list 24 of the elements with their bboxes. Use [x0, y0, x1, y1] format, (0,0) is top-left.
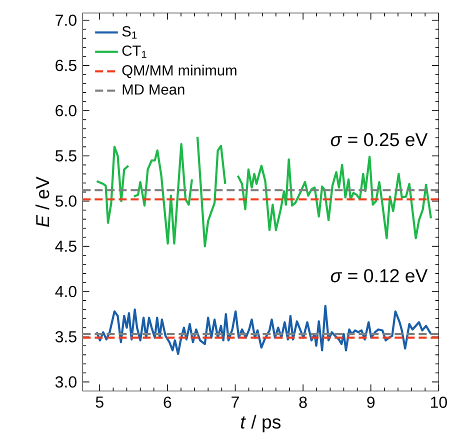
line-series	[96, 304, 432, 355]
y-tick-label: 5.5	[55, 150, 76, 162]
y-tick-label: 5.0	[55, 195, 76, 207]
legend-label: CT$_{1}$	[122, 45, 146, 58]
y-tick-label: 6.5	[56, 60, 76, 72]
legend-label: S$_{1}$	[122, 26, 137, 39]
annotation: σ = 0.25 eV	[330, 133, 428, 146]
x-tick-label: 6	[164, 396, 172, 408]
y-tick-label: 6.0	[56, 105, 76, 116]
y-tick-label: 7.0	[56, 14, 76, 26]
y-axis-title: E / eV	[36, 176, 50, 227]
y-tick-label: 4.0	[55, 286, 76, 298]
x-tick-label: 9	[367, 396, 375, 408]
x-tick-label: 10	[430, 396, 447, 408]
x-tick-label: 5	[96, 396, 104, 408]
y-tick-label: 4.5	[55, 240, 76, 252]
annotation: σ = 0.12 eV	[330, 269, 428, 282]
x-tick-label: 8	[299, 396, 307, 408]
x-tick-label: 7	[232, 396, 239, 408]
x-axis-title: t / ps	[240, 414, 281, 432]
y-tick-label: 3.0	[55, 376, 76, 388]
legend-label: QM/MM minimum	[122, 64, 236, 78]
legend-label: MD Mean	[122, 84, 184, 95]
y-tick-label: 3.5	[55, 331, 76, 342]
